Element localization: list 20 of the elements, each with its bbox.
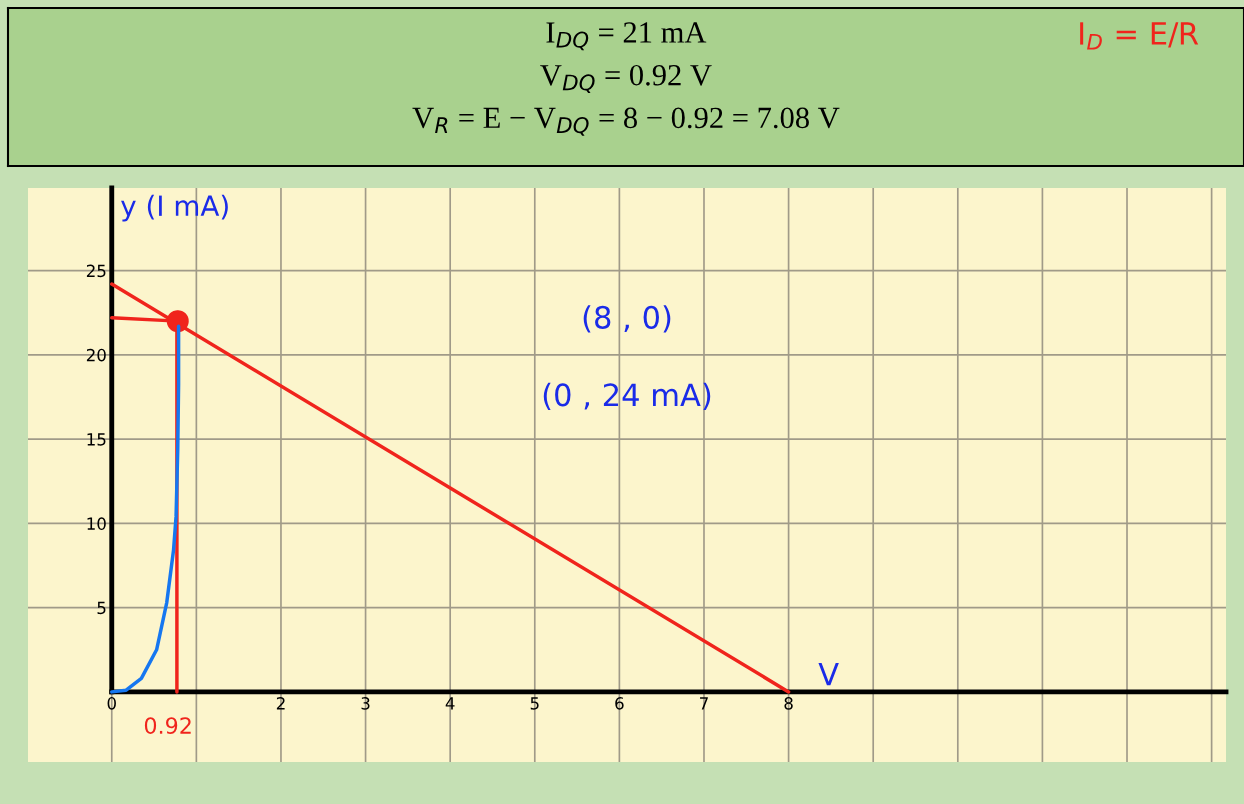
- y-tick-label: 15: [87, 433, 106, 446]
- x-tick-label: 8: [784, 697, 793, 710]
- chart-title: I$_{DQ}$ = 21 mA V$_{DQ}$ = 0.92 V V$_{R}$ = E − V$_{DQ}$ = 8 − 0.92 = 7.08 V: [412, 22, 840, 136]
- y-tick-label: 10: [87, 517, 106, 530]
- y-tick-label: 25: [86, 264, 106, 278]
- x-axis-title: V: [818, 662, 839, 686]
- annotation: (8 , 0): [583, 305, 671, 333]
- text: I$_{D}$ = E/R: [1080, 22, 1199, 50]
- x-tick-label: 5: [530, 697, 539, 710]
- y-axis-title: y (I mA): [121, 194, 228, 222]
- x-tick-label: 3: [361, 697, 370, 710]
- x-tick-label: 4: [445, 697, 455, 710]
- x-tick-label: 7: [700, 697, 708, 710]
- x-tick-label: 0: [107, 697, 116, 710]
- x-tick-label: 2: [276, 697, 285, 710]
- x-tick-label: 6: [615, 697, 624, 710]
- y-tick-label: 5: [97, 601, 106, 615]
- y-tick-label: 20: [86, 348, 106, 362]
- annotation: (0 , 24 mA): [543, 382, 711, 410]
- annotation: 0.92: [144, 717, 191, 735]
